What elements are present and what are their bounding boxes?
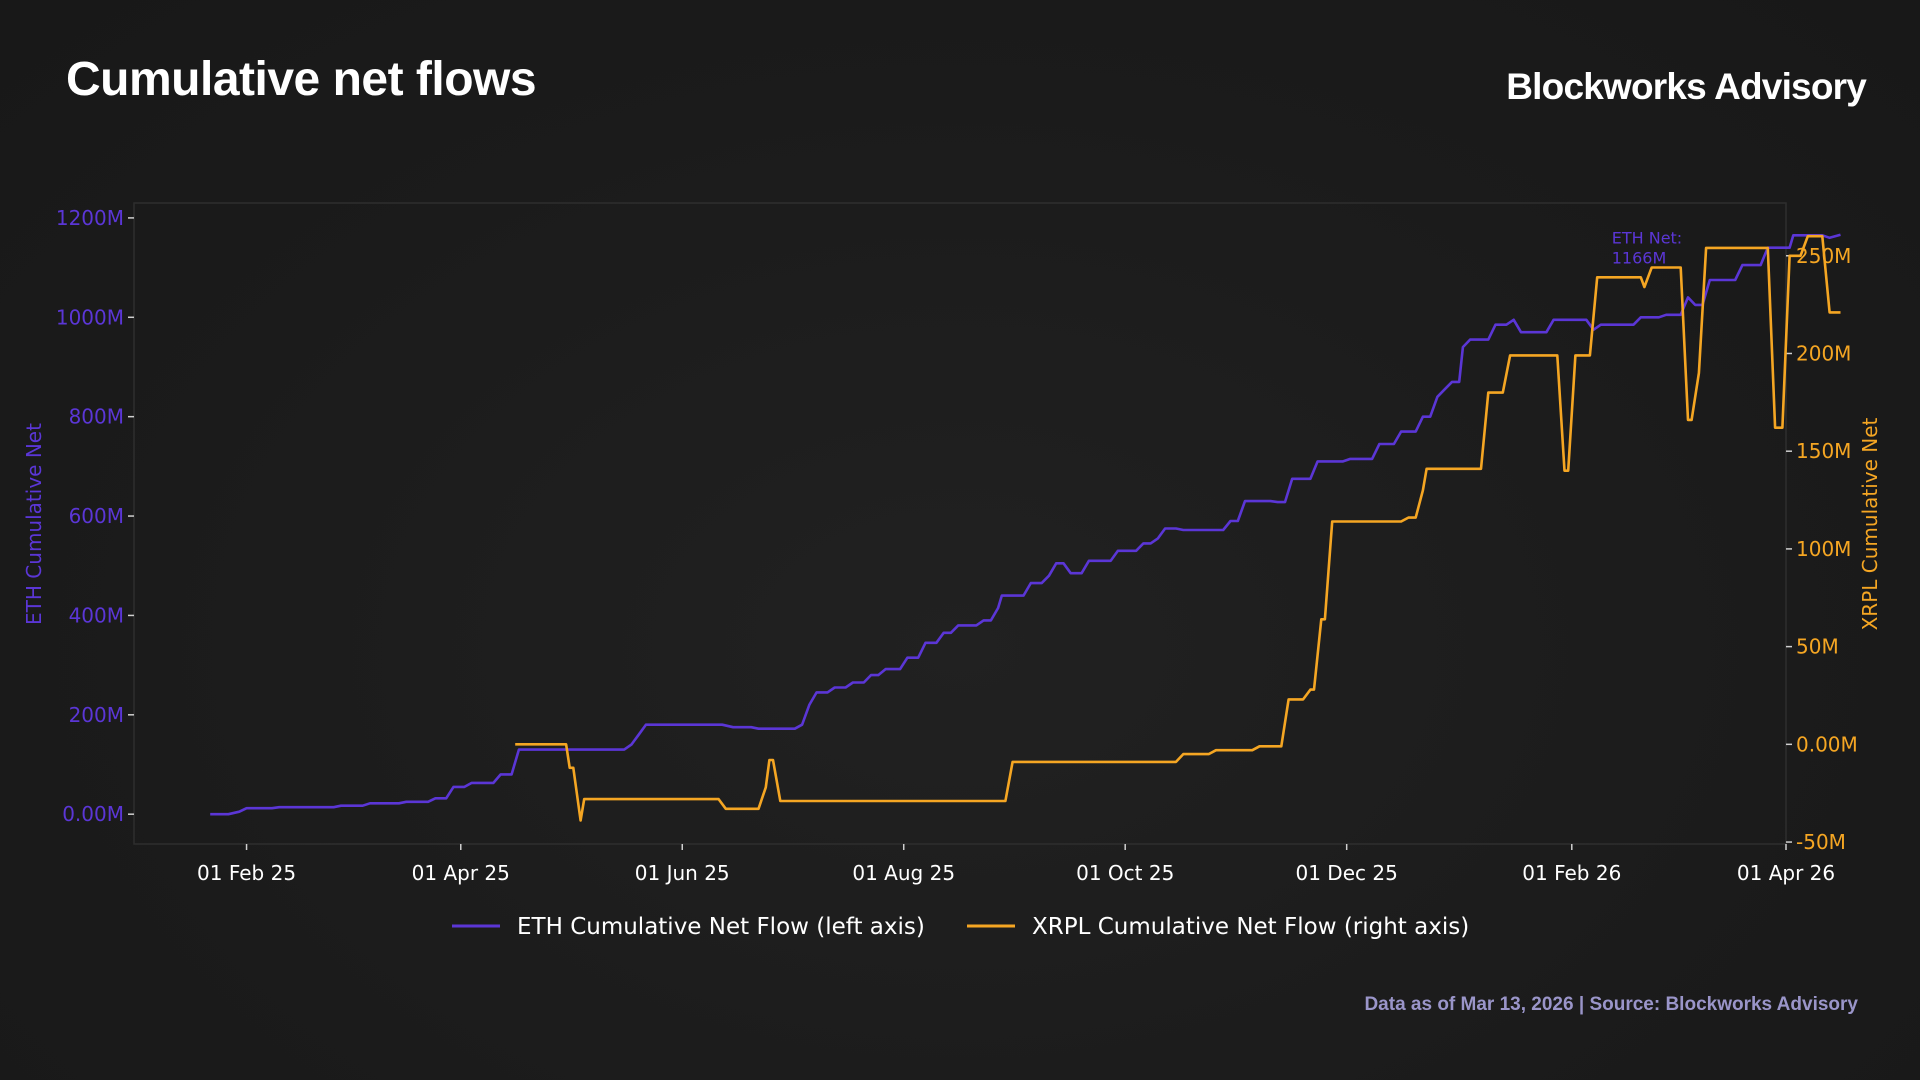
x-tick-label: 01 Dec 25 bbox=[1296, 861, 1398, 885]
y-left-tick-label: 400M bbox=[69, 603, 124, 627]
y-right-axis-label: XRPL Cumulative Net bbox=[1858, 417, 1882, 630]
y-left-axis-label: ETH Cumulative Net bbox=[22, 423, 46, 625]
legend: ETH Cumulative Net Flow (left axis) XRPL… bbox=[452, 914, 1469, 940]
y-right-tick-label: 50M bbox=[1796, 635, 1839, 659]
y-left-tick-label: 1000M bbox=[56, 305, 124, 329]
y-right-tick-label: 200M bbox=[1796, 341, 1851, 365]
y-right-tick-label: 0.00M bbox=[1796, 732, 1858, 756]
eth-annotation-line1: ETH Net: bbox=[1612, 229, 1682, 248]
plot-frame bbox=[133, 202, 1787, 845]
x-tick-label: 01 Feb 25 bbox=[197, 861, 296, 885]
y-left-tick-label: 200M bbox=[69, 703, 124, 727]
footer-source-note: Data as of Mar 13, 2026 | Source: Blockw… bbox=[1364, 994, 1858, 1015]
y-left-tick-label: 0.00M bbox=[62, 802, 124, 826]
y-right-tick-label: 150M bbox=[1796, 439, 1851, 463]
x-tick-label: 01 Jun 25 bbox=[635, 861, 730, 885]
x-tick-label: 01 Apr 25 bbox=[412, 861, 510, 885]
x-tick-label: 01 Feb 26 bbox=[1522, 861, 1621, 885]
legend-xrpl-label: XRPL Cumulative Net Flow (right axis) bbox=[1032, 914, 1469, 940]
eth-series-line bbox=[210, 233, 1841, 816]
series-layer bbox=[210, 233, 1841, 822]
chart-title: Cumulative net flows bbox=[66, 53, 537, 106]
legend-eth-label: ETH Cumulative Net Flow (left axis) bbox=[517, 914, 925, 940]
x-tick-label: 01 Apr 26 bbox=[1737, 861, 1835, 885]
brand-logo-text: Blockworks Advisory bbox=[1506, 66, 1867, 107]
y-left-tick-label: 600M bbox=[69, 504, 124, 528]
x-axis: 01 Feb 25 01 Apr 25 01 Jun 25 01 Aug 25 01 O… bbox=[197, 844, 1835, 885]
xrpl-series-line bbox=[515, 234, 1841, 822]
eth-annotation: ETH Net: 1166M bbox=[1612, 229, 1682, 268]
y-left-tick-label: 1200M bbox=[56, 206, 124, 230]
y-right-tick-label: -50M bbox=[1796, 830, 1846, 854]
x-tick-label: 01 Oct 25 bbox=[1076, 861, 1174, 885]
y-left-axis: 0.00M 200M 400M 600M 800M 1000M 1200M bbox=[56, 206, 134, 826]
x-tick-label: 01 Aug 25 bbox=[852, 861, 955, 885]
eth-annotation-line2: 1166M bbox=[1612, 249, 1667, 268]
y-right-tick-label: 100M bbox=[1796, 537, 1851, 561]
y-left-tick-label: 800M bbox=[69, 405, 124, 429]
